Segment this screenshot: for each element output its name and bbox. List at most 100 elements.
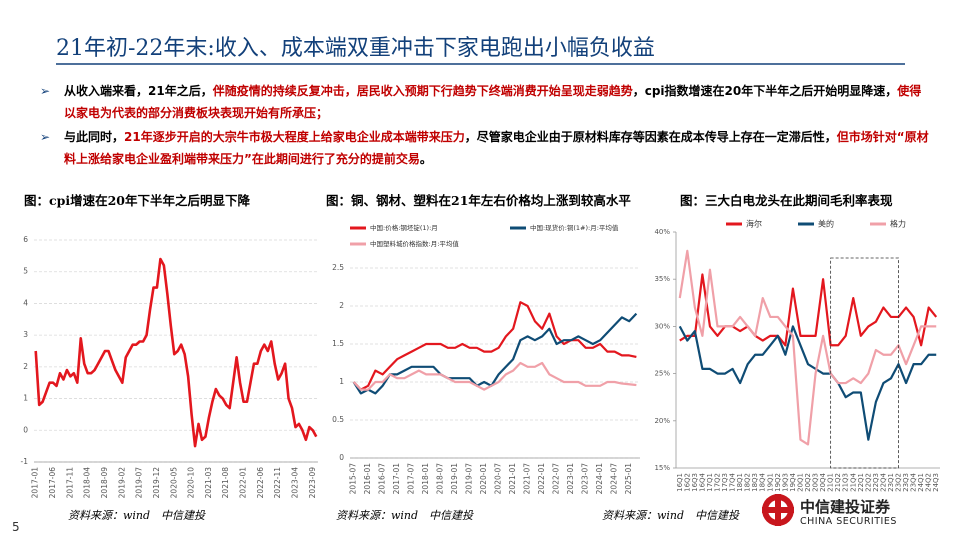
y-tick-label: 30% (654, 322, 670, 330)
highlight-box (830, 257, 899, 469)
x-tick-label: 19Q4 (789, 472, 797, 491)
x-tick-label: 23Q2 (895, 473, 903, 492)
legend-label: 中国塑料城价格指数:月:平均值 (370, 239, 459, 248)
x-tick-label: 16Q3 (691, 473, 699, 492)
bullet-text: 21年逐步开启的大宗牛市极大程度上给家电企业成本端带来压力 (124, 130, 465, 144)
data-line (679, 273, 938, 347)
x-tick-label: 2018-09 (100, 467, 109, 499)
bullet-text: 与此同时， (64, 130, 125, 144)
bullet-text: 伴随疫情的持续反复冲击，居民收入预期下行趋势下终端消费开始呈现走弱趋势 (212, 84, 633, 98)
data-line (678, 325, 937, 441)
x-tick-label: 23Q3 (902, 473, 910, 492)
x-tick-label: 2018-01 (421, 463, 430, 495)
x-tick-label: 2022-01 (537, 463, 546, 495)
logo-icon (762, 494, 794, 526)
x-tick-label: 2018-07 (436, 463, 445, 495)
data-line (352, 312, 638, 395)
x-tick-label: 2023-09 (308, 467, 317, 499)
x-tick-label: 22Q3 (872, 473, 880, 492)
x-tick-label: 18Q3 (751, 473, 759, 492)
x-tick-label: 2019-07 (135, 467, 144, 499)
legend-label: 美的 (818, 219, 834, 229)
x-tick-label: 2017-06 (48, 467, 57, 499)
x-tick-label: 2022-06 (256, 467, 265, 499)
slide-title: 21年初-22年末:收入、成本端双重冲击下家电跑出小幅负收益 (56, 36, 655, 61)
x-tick-label: 20Q4 (819, 472, 827, 491)
x-tick-label: 17Q1 (706, 473, 714, 492)
bullet-text: 从收入端来看，21年之后， (64, 84, 213, 98)
x-tick-label: 24Q3 (932, 473, 940, 492)
data-line (352, 301, 637, 391)
data-line (34, 257, 318, 448)
y-tick-label: 1.5 (332, 339, 344, 348)
x-tick-label: 21Q2 (834, 473, 842, 492)
chart-title: 图：cpi增速在20年下半年之后明显下降 (24, 193, 250, 208)
x-tick-label: 2016-07 (378, 463, 387, 495)
x-tick-label: 2017-01 (392, 463, 401, 495)
bullet-list: 从收入端来看，21年之后，伴随疫情的持续反复冲击，居民收入预期下行趋势下终端消费… (40, 80, 930, 172)
logo-text: 中信建投证券 (800, 498, 891, 516)
source-note: 资料来源：wind 中信建投 (602, 509, 740, 522)
x-tick-label: 19Q1 (766, 473, 774, 492)
y-tick-label: 20% (654, 417, 670, 425)
x-tick-label: 23Q4 (910, 472, 918, 491)
x-tick-label: 2021-01 (508, 463, 517, 495)
x-tick-label: 19Q2 (774, 473, 782, 492)
y-tick-label: 2 (23, 362, 28, 371)
x-tick-label: 2019-01 (450, 463, 459, 495)
x-tick-label: 2020-05 (169, 467, 178, 499)
x-tick-label: 2017-07 (407, 463, 416, 495)
y-tick-label: 5 (23, 267, 28, 276)
chart-title: 图：铜、钢材、塑料在21年左右价格均上涨到较高水平 (326, 193, 631, 208)
x-tick-label: 2016-01 (363, 463, 372, 495)
logo-text-en: CHINA SECURITIES (800, 516, 897, 527)
x-tick-label: 2023-04 (290, 467, 299, 499)
source-note: 资料来源：wind 中信建投 (336, 509, 474, 522)
x-tick-label: 2020-10 (187, 467, 196, 499)
bullet-text: 。 (419, 152, 432, 166)
x-tick-label: 2023-01 (566, 463, 575, 495)
x-tick-label: 24Q1 (917, 473, 925, 492)
y-tick-label: 2.5 (332, 263, 344, 272)
legend-label: 格力 (890, 219, 906, 229)
y-tick-label: -1 (21, 457, 29, 466)
y-tick-label: 2 (339, 301, 344, 310)
y-tick-label: 1 (23, 394, 28, 403)
y-tick-label: 4 (23, 298, 28, 307)
x-tick-label: 24Q2 (925, 473, 933, 492)
y-tick-label: 0 (23, 425, 28, 434)
x-tick-label: 18Q2 (744, 473, 752, 492)
x-tick-label: 2018-04 (83, 467, 92, 499)
x-tick-label: 2021-07 (523, 463, 532, 495)
x-tick-label: 17Q4 (729, 472, 737, 491)
source-note: 资料来源：wind 中信建投 (68, 509, 206, 522)
bullet-text: ，尽管家电企业由于原材料库存等因素在成本传导上存在一定滞后性， (464, 130, 837, 144)
x-tick-label: 2022-11 (273, 467, 282, 499)
data-line (678, 249, 937, 446)
x-tick-label: 2017-11 (65, 467, 74, 499)
x-tick-label: 22Q1 (857, 473, 865, 492)
x-tick-label: 2020-01 (479, 463, 488, 495)
x-tick-label: 22Q4 (879, 472, 887, 491)
x-tick-label: 2022-07 (552, 463, 561, 495)
x-tick-label: 2020-07 (494, 463, 503, 495)
x-tick-label: 20Q2 (804, 473, 812, 492)
x-tick-label: 19Q3 (781, 473, 789, 492)
y-tick-label: 3 (23, 330, 28, 339)
x-tick-label: 2019-02 (117, 467, 126, 499)
legend-label: 海尔 (746, 219, 762, 229)
y-tick-label: 1 (339, 377, 344, 386)
x-tick-label: 2015-07 (349, 463, 358, 495)
y-tick-label: 0.5 (332, 415, 344, 424)
bullet-text: ，cpi指数增速在20年下半年之后开始明显降速， (632, 84, 898, 98)
bullet-text: 但市场针对“原材料上涨给家电企业盈利端带来压力”在此期间进行了充分的提前交易 (64, 130, 929, 166)
x-tick-label: 22Q2 (864, 473, 872, 492)
bullet-text: 使得以家电为代表的部分消费板块表现开始有所承压； (64, 84, 922, 120)
bullet: 从收入端来看，21年之后，伴随疫情的持续反复冲击，居民收入预期下行趋势下终端消费… (40, 80, 930, 124)
y-tick-label: 0 (339, 453, 344, 462)
y-tick-label: 35% (654, 275, 670, 283)
legend-label: 中国:价格:钢坯锭(1):月 (370, 223, 438, 232)
x-tick-label: 2019-12 (152, 467, 161, 499)
